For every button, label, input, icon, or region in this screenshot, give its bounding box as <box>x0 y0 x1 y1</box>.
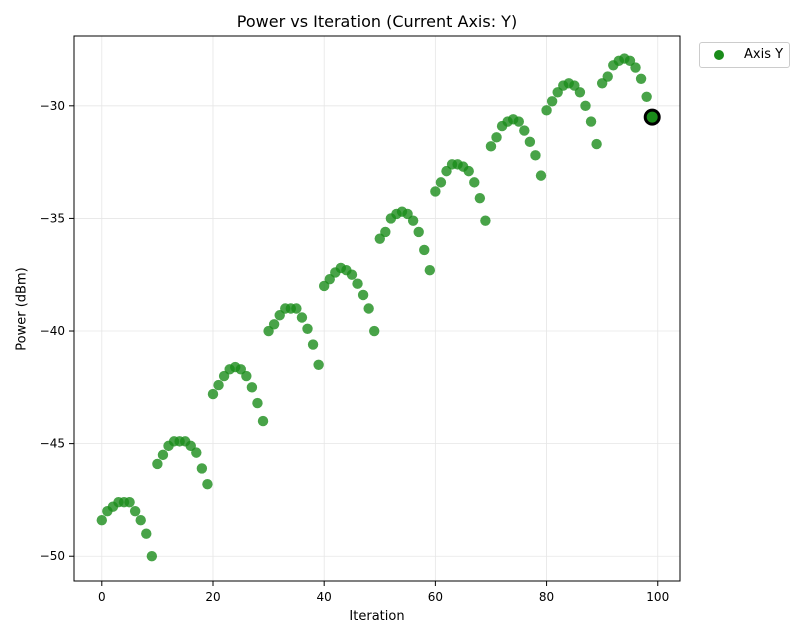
data-point <box>641 91 652 103</box>
data-point <box>407 215 419 226</box>
data-point <box>485 141 497 152</box>
legend-marker-axis-y <box>714 50 724 60</box>
data-point <box>207 388 219 400</box>
x-tick-label: 40 <box>317 590 332 604</box>
data-point <box>241 370 252 382</box>
data-point <box>524 136 536 148</box>
data-point <box>135 514 146 526</box>
data-point <box>380 226 391 238</box>
y-axis-label: Power (dBm) <box>14 267 30 351</box>
data-point <box>307 339 319 350</box>
data-point <box>419 244 430 256</box>
data-point <box>369 325 380 337</box>
x-tick-label: 60 <box>428 590 443 604</box>
data-point <box>535 170 547 181</box>
x-tick-label: 20 <box>205 590 220 604</box>
data-point <box>413 226 424 238</box>
data-point <box>152 458 163 470</box>
data-point <box>585 116 597 127</box>
data-point <box>469 177 480 188</box>
data-point <box>191 447 202 458</box>
data-point <box>463 165 474 177</box>
plot-frame <box>73 35 681 582</box>
data-point <box>352 278 363 289</box>
data-point <box>513 116 524 127</box>
data-point <box>363 303 374 314</box>
data-point <box>424 265 436 276</box>
data-point <box>124 496 135 508</box>
x-tick-label: 0 <box>98 590 106 604</box>
data-point <box>357 289 369 301</box>
y-tick-label: −50 <box>40 549 65 563</box>
data-point <box>96 514 107 526</box>
chart-title: Power vs Iteration (Current Axis: Y) <box>236 12 518 31</box>
data-point <box>213 379 224 391</box>
x-axis-label: Iteration <box>349 609 405 624</box>
y-tick-label: −40 <box>40 324 65 338</box>
current-point-marker <box>643 108 661 126</box>
data-point <box>157 449 169 461</box>
data-point <box>291 303 302 314</box>
data-point <box>580 100 591 112</box>
data-point <box>252 397 263 409</box>
data-point <box>574 87 586 98</box>
data-point <box>530 150 541 161</box>
data-point <box>196 463 208 474</box>
data-point <box>602 71 613 82</box>
data-point <box>346 269 358 280</box>
data-point <box>630 62 641 73</box>
x-tick-label: 80 <box>539 590 554 604</box>
data-point <box>474 192 486 204</box>
y-tick-label: −45 <box>40 437 65 451</box>
data-point <box>480 215 491 226</box>
data-point <box>246 382 258 393</box>
data-point <box>296 312 308 323</box>
data-point <box>435 177 447 188</box>
data-point <box>257 415 269 427</box>
data-point <box>146 551 158 562</box>
data-point <box>519 125 530 136</box>
data-point <box>546 96 558 107</box>
legend-label-axis-y: Axis Y <box>744 47 784 62</box>
data-point <box>202 478 213 490</box>
data-point <box>541 105 552 116</box>
y-tick-label: −35 <box>40 211 65 225</box>
y-tick-label: −30 <box>40 99 65 113</box>
data-point <box>313 359 324 371</box>
data-point <box>268 319 280 330</box>
legend: Axis Y <box>699 42 790 68</box>
data-point <box>635 73 647 84</box>
data-point <box>141 528 152 539</box>
data-point <box>491 132 502 143</box>
x-tick-label: 100 <box>646 590 669 604</box>
data-point <box>129 505 141 517</box>
data-point <box>430 186 441 197</box>
data-point <box>591 138 602 150</box>
data-point <box>302 323 313 334</box>
